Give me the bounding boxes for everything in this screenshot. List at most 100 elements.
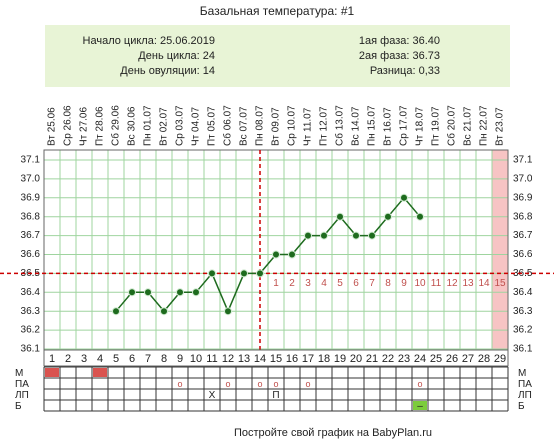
day-number: 23	[398, 353, 410, 365]
y-tick-label: 36.1	[21, 344, 41, 355]
y-tick-label-right: 37.1	[513, 155, 533, 166]
row-label-right: М	[518, 368, 526, 379]
filled-cell	[93, 368, 107, 377]
day-number: 7	[145, 353, 151, 365]
y-tick-label: 36.7	[21, 230, 41, 241]
temperature-point	[112, 307, 120, 316]
temperature-point	[208, 269, 216, 278]
phase2-day: 9	[401, 278, 407, 289]
day-number: 8	[161, 353, 167, 365]
cell-mark: o	[273, 379, 278, 389]
date-label: Пт 05.07	[207, 106, 218, 146]
info-box	[45, 25, 510, 87]
temperature-point	[336, 212, 344, 221]
day-number: 6	[129, 353, 135, 365]
phase2-day: 12	[446, 278, 458, 289]
day-number: 14	[254, 353, 266, 365]
temperature-point	[368, 231, 376, 240]
temperature-point	[272, 250, 280, 259]
date-label: Чт 04.07	[191, 107, 202, 146]
date-label: Чт 27.06	[79, 107, 90, 146]
y-tick-label: 36.8	[21, 211, 41, 222]
date-label: Пт 19.07	[431, 106, 442, 146]
date-label: Пн 22.07	[479, 105, 490, 146]
temperature-point	[240, 269, 248, 278]
day-number: 12	[222, 353, 234, 365]
cell-mark: o	[177, 379, 182, 389]
y-tick-label: 36.6	[21, 249, 41, 260]
day-number: 1	[49, 353, 55, 365]
footer: Постройте свой график на BabyPlan.ru	[234, 427, 432, 439]
y-tick-label-right: 36.9	[513, 192, 533, 203]
date-label: Вт 02.07	[159, 107, 170, 146]
row-label: М	[15, 368, 23, 379]
day-number: 25	[430, 353, 442, 365]
date-label: Ср 03.07	[175, 105, 186, 146]
day-number: 10	[190, 353, 202, 365]
temperature-point	[192, 288, 200, 297]
phase2-day: 1	[273, 278, 279, 289]
day-number: 19	[334, 353, 346, 365]
y-tick-label-right: 36.5	[513, 268, 533, 279]
date-label: Чт 18.07	[415, 107, 426, 146]
cell-mark: o	[257, 379, 262, 389]
row-label-right: Б	[518, 401, 525, 412]
date-label: Пн 08.07	[255, 105, 266, 146]
y-tick-label-right: 36.1	[513, 344, 533, 355]
date-label: Ср 26.06	[63, 105, 74, 146]
day-number: 5	[113, 353, 119, 365]
phase2-day: 3	[305, 278, 311, 289]
y-tick-label-right: 37.0	[513, 174, 533, 185]
date-label: Вт 16.07	[383, 107, 394, 146]
temperature-point	[224, 307, 232, 316]
date-label: Пт 12.07	[319, 106, 330, 146]
temperature-point	[288, 250, 296, 259]
date-label: Ср 10.07	[287, 105, 298, 146]
date-label: Пн 15.07	[367, 105, 378, 146]
cell-mark: o	[225, 379, 230, 389]
temperature-point	[400, 193, 408, 202]
temperature-point	[304, 231, 312, 240]
info-right: Разница: 0,33	[370, 65, 440, 77]
day-number: 24	[414, 353, 426, 365]
y-tick-label-right: 36.2	[513, 325, 533, 336]
filled-cell	[413, 401, 427, 410]
date-label: Пт 28.06	[95, 106, 106, 146]
filled-cell	[45, 368, 59, 377]
day-number: 28	[478, 353, 490, 365]
date-label: Вс 21.07	[463, 106, 474, 146]
day-number: 18	[318, 353, 330, 365]
cell-mark: Х	[209, 390, 216, 401]
chart-title: Базальная температура: #1	[200, 4, 355, 18]
temperature-point	[256, 269, 264, 278]
info-right: 2ая фаза: 36.73	[359, 50, 440, 62]
phase2-day: 8	[385, 278, 391, 289]
phase2-day: 14	[478, 278, 490, 289]
phase2-day: 5	[337, 278, 343, 289]
y-tick-label-right: 36.6	[513, 249, 533, 260]
temperature-point	[320, 231, 328, 240]
row-label-right: ЛП	[518, 390, 532, 401]
info-left: День цикла: 24	[138, 50, 215, 62]
temperature-point	[352, 231, 360, 240]
temperature-point	[144, 288, 152, 297]
row-label-right: ПА	[518, 379, 532, 390]
date-label: Вс 30.06	[127, 106, 138, 146]
row-label: ПА	[15, 379, 29, 390]
day-number: 9	[177, 353, 183, 365]
date-label: Ср 17.07	[399, 105, 410, 146]
y-tick-label: 36.4	[21, 287, 41, 298]
phase2-day: 13	[462, 278, 474, 289]
date-label: Вс 07.07	[239, 106, 250, 146]
day-number: 27	[462, 353, 474, 365]
y-tick-label-right: 36.8	[513, 211, 533, 222]
info-left: День овуляции: 14	[120, 65, 215, 77]
date-label: Сб 13.07	[334, 105, 346, 146]
y-tick-label: 36.3	[21, 306, 41, 317]
day-number: 2	[65, 353, 71, 365]
day-row	[43, 349, 509, 367]
phase2-day: 10	[414, 278, 426, 289]
y-tick-label-right: 36.4	[513, 287, 533, 298]
day-number: 17	[302, 353, 314, 365]
